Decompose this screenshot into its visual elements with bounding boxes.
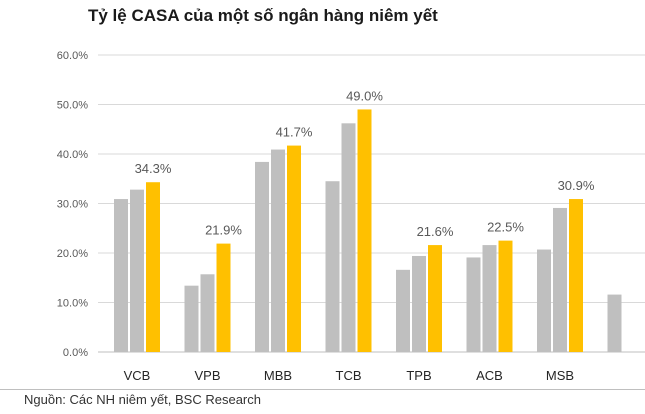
bar-msb-series-2: [553, 207, 567, 352]
category-label: MSB: [546, 368, 574, 383]
bar-tcb-series-3: [357, 109, 372, 352]
bar-tcb-series-2: [341, 123, 356, 352]
category-label: TCB: [336, 368, 362, 383]
y-tick-label: 30.0%: [57, 199, 88, 211]
y-tick-label: 0.0%: [63, 347, 88, 359]
bar-msb-series-3: [569, 199, 583, 352]
bar-vpb-series-1: [184, 285, 199, 352]
bar-mbb-series-2: [271, 149, 285, 352]
chart-title: Tỷ lệ CASA của một số ngân hàng niêm yết: [88, 6, 438, 25]
bar-tcb-series-1: [325, 181, 340, 352]
bar-tpb-series-1: [396, 269, 410, 352]
bar-acb-series-3: [498, 240, 513, 352]
data-label: 21.9%: [205, 223, 242, 238]
y-tick-label: 10.0%: [57, 298, 88, 310]
data-label: 49.0%: [346, 88, 383, 103]
bar-vpb-series-3: [216, 243, 231, 352]
bar-mbb-series-1: [255, 161, 269, 352]
y-tick-label: 20.0%: [57, 248, 88, 260]
y-tick-label: 60.0%: [57, 50, 88, 62]
bar-mbb-series-3: [287, 145, 301, 352]
y-axis-ticks: 0.0% 10.0% 20.0% 30.0% 40.0% 50.0% 60.0%: [57, 50, 88, 359]
bar-tpb-series-3: [428, 245, 442, 352]
bar-vpb-series-2: [200, 274, 215, 352]
data-label: 41.7%: [276, 125, 313, 140]
x-axis-categories: VCB VPB MBB TCB TPB ACB MSB: [124, 368, 574, 383]
bar-acb-series-1: [466, 257, 481, 352]
bar-chart: 0.0% 10.0% 20.0% 30.0% 40.0% 50.0% 60.0% 34.3%…: [57, 50, 645, 383]
bar-vcb-series-3: [146, 182, 160, 352]
data-label: 30.9%: [558, 178, 595, 193]
source-note: Nguồn: Các NH niêm yết, BSC Research: [24, 392, 261, 407]
y-tick-label: 40.0%: [57, 149, 88, 161]
bars: [114, 109, 622, 352]
bar-vcb-series-1: [114, 199, 128, 352]
category-label: ACB: [476, 368, 503, 383]
data-label: 21.6%: [417, 224, 454, 239]
y-tick-label: 50.0%: [57, 100, 88, 112]
data-label: 34.3%: [135, 161, 172, 176]
category-label: TPB: [406, 368, 431, 383]
bar-msb-series-1: [537, 249, 551, 352]
bar-vcb-series-2: [130, 189, 144, 352]
bar-tpb-series-2: [412, 255, 426, 352]
category-label: VPB: [194, 368, 220, 383]
bar-acb-series-2: [482, 245, 497, 352]
category-label: VCB: [124, 368, 151, 383]
divider: [0, 389, 645, 390]
category-label: MBB: [264, 368, 292, 383]
data-label: 22.5%: [487, 220, 524, 235]
bar-partial-series-1: [607, 294, 622, 352]
data-labels: 34.3% 21.9% 41.7% 49.0% 21.6% 22.5% 30.9%: [135, 88, 595, 239]
